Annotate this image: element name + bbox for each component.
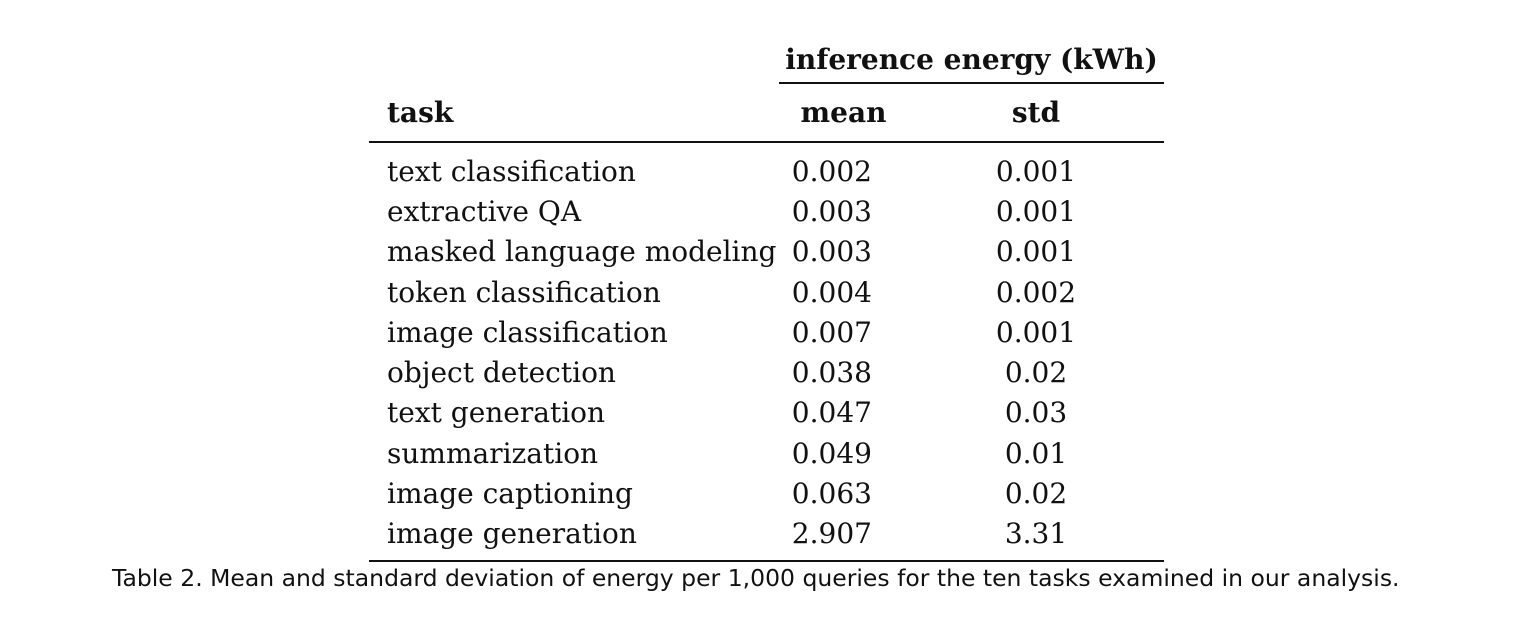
cell-task: text generation	[387, 396, 606, 430]
cell-task: image captioning	[387, 477, 633, 511]
cell-mean: 0.007	[791, 315, 872, 349]
cell-task: object detection	[387, 356, 616, 390]
table-row: image classification 0.007 0.001	[369, 312, 1164, 352]
table-row: summarization 0.049 0.01	[369, 433, 1164, 473]
cell-task: extractive QA	[387, 194, 582, 228]
cell-mean: 2.907	[779, 513, 908, 562]
table-row: text classification 0.002 0.001	[369, 142, 1164, 191]
cell-std: 0.02	[1004, 356, 1068, 390]
table-caption: Table 2. Mean and standard deviation of …	[112, 564, 1400, 592]
table-row: extractive QA 0.003 0.001	[369, 191, 1164, 231]
table-row: image generation 2.907 3.31	[369, 513, 1164, 562]
group-header-inference-energy: inference energy (kWh)	[779, 36, 1164, 84]
energy-table: inference energy (kWh) task mean std tex…	[369, 36, 1164, 562]
cell-task: image generation	[369, 513, 779, 562]
group-header-spacer	[369, 36, 779, 83]
cell-std: 0.001	[995, 315, 1077, 349]
cell-mean: 0.049	[791, 436, 872, 470]
cell-mean: 0.063	[791, 477, 872, 511]
cell-mean: 0.003	[791, 194, 872, 228]
table-row: masked language modeling 0.003 0.001	[369, 232, 1164, 272]
table-body: text classification 0.002 0.001 extracti…	[369, 142, 1164, 562]
cell-task: text classification	[387, 154, 636, 188]
table-row: object detection 0.038 0.02	[369, 352, 1164, 392]
cell-task: summarization	[387, 436, 599, 470]
table-row: text generation 0.047 0.03	[369, 393, 1164, 433]
energy-table-container: inference energy (kWh) task mean std tex…	[369, 36, 1164, 562]
cell-std: 0.001	[995, 235, 1077, 269]
column-header-mean: mean	[779, 83, 908, 143]
cell-mean: 0.002	[791, 154, 872, 188]
column-header-row: task mean std	[369, 83, 1164, 143]
cell-task: token classification	[387, 275, 661, 309]
cell-task: image classification	[387, 315, 668, 349]
column-header-task: task	[369, 83, 779, 143]
cell-mean: 0.047	[791, 396, 872, 430]
cell-std: 0.01	[1004, 436, 1068, 470]
column-header-std: std	[907, 83, 1164, 143]
cell-std: 0.001	[995, 194, 1077, 228]
cell-mean: 0.004	[791, 275, 872, 309]
cell-std: 0.02	[1004, 477, 1068, 511]
table-row: token classification 0.004 0.002	[369, 272, 1164, 312]
cell-std: 0.002	[995, 275, 1077, 309]
cell-task: masked language modeling	[387, 235, 777, 269]
cell-std: 0.03	[1004, 396, 1068, 430]
cell-std: 0.001	[995, 154, 1077, 188]
cell-std: 3.31	[907, 513, 1164, 562]
table-row: image captioning 0.063 0.02	[369, 473, 1164, 513]
group-header-row: inference energy (kWh)	[369, 36, 1164, 84]
cell-mean: 0.038	[791, 356, 872, 390]
cell-mean: 0.003	[791, 235, 872, 269]
